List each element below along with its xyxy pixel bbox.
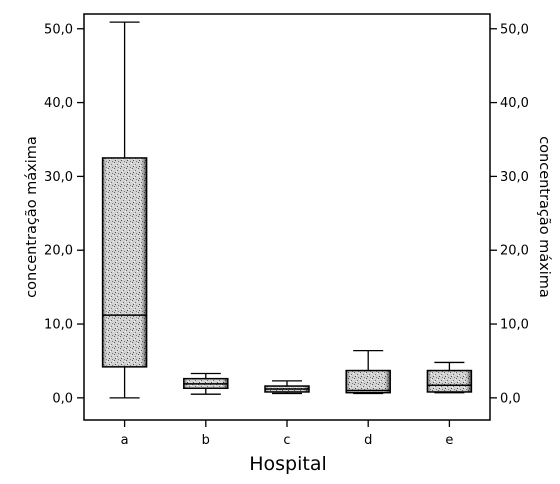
left-y-axis: 0,0 10,0 20,0 30,0 40,0 50,0 <box>44 22 84 406</box>
y-tick-label-right: 40,0 <box>500 96 529 111</box>
box-outline <box>426 369 473 393</box>
y-tick-label-left: 30,0 <box>44 170 73 185</box>
y-axis-title-left: concentração máxima <box>24 136 40 298</box>
x-axis: a b c d e <box>121 420 453 448</box>
boxes-layer <box>101 21 473 399</box>
y-tick-label-left: 50,0 <box>44 22 73 37</box>
y-tick-label-right: 50,0 <box>500 22 529 37</box>
box-shade <box>102 157 147 367</box>
x-tick-label: b <box>202 433 210 448</box>
box-shade <box>427 370 472 392</box>
right-y-axis: 0,0 10,0 20,0 30,0 40,0 50,0 <box>490 22 529 406</box>
box-shade <box>346 370 391 393</box>
x-tick-label: e <box>445 433 453 448</box>
x-axis-title: Hospital <box>249 453 327 475</box>
y-tick-label-left: 0,0 <box>52 391 73 406</box>
y-tick-label-left: 40,0 <box>44 96 73 111</box>
y-tick-label-left: 10,0 <box>44 318 73 333</box>
box-d <box>345 349 391 395</box>
x-tick-label: a <box>121 433 129 448</box>
y-axis-title-right: concentração máxima <box>536 136 552 298</box>
y-tick-label-right: 20,0 <box>500 244 529 259</box>
y-tick-label-right: 0,0 <box>500 391 521 406</box>
box-e <box>426 361 473 394</box>
y-tick-label-right: 10,0 <box>500 318 529 333</box>
box-c <box>264 380 310 395</box>
box-outline <box>101 157 148 368</box>
box-a <box>101 21 148 399</box>
box-b <box>183 372 229 395</box>
x-tick-label: d <box>364 433 372 448</box>
box-outline <box>345 369 391 394</box>
y-tick-label-left: 20,0 <box>44 244 73 259</box>
y-tick-label-right: 30,0 <box>500 170 529 185</box>
x-tick-label: c <box>283 433 290 448</box>
